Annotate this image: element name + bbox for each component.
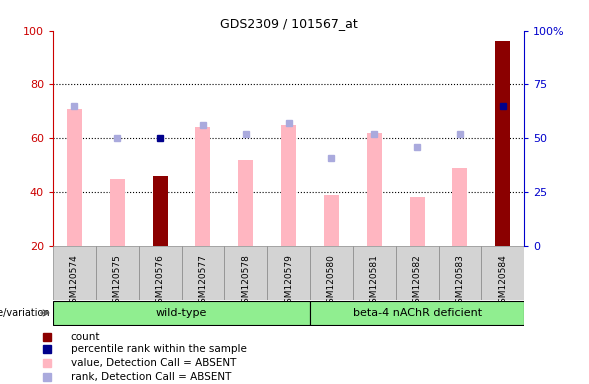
Bar: [181, 246, 224, 300]
Bar: [153, 176, 168, 246]
Bar: [495, 41, 510, 246]
Bar: [53, 246, 96, 300]
Text: GSM120583: GSM120583: [455, 254, 465, 309]
Text: rank, Detection Call = ABSENT: rank, Detection Call = ABSENT: [71, 371, 231, 382]
Text: GSM120582: GSM120582: [413, 254, 422, 309]
Bar: [224, 246, 267, 300]
Bar: [452, 168, 468, 246]
Text: beta-4 nAChR deficient: beta-4 nAChR deficient: [353, 308, 482, 318]
Bar: [409, 197, 425, 246]
Bar: [239, 160, 253, 246]
Bar: [439, 246, 481, 300]
Bar: [53, 301, 310, 325]
Text: GSM120576: GSM120576: [155, 254, 164, 309]
Bar: [324, 195, 339, 246]
Text: GSM120584: GSM120584: [498, 254, 507, 309]
Bar: [481, 246, 524, 300]
Bar: [310, 246, 353, 300]
Bar: [138, 246, 181, 300]
Text: GSM120574: GSM120574: [70, 254, 79, 309]
Text: wild-type: wild-type: [156, 308, 207, 318]
Text: GSM120579: GSM120579: [284, 254, 293, 309]
Text: percentile rank within the sample: percentile rank within the sample: [71, 344, 247, 354]
Text: count: count: [71, 332, 100, 342]
Bar: [396, 246, 439, 300]
Text: genotype/variation: genotype/variation: [0, 308, 53, 318]
Text: GSM120578: GSM120578: [241, 254, 250, 309]
Text: GSM120581: GSM120581: [370, 254, 379, 309]
Bar: [96, 246, 138, 300]
Text: GSM120575: GSM120575: [112, 254, 122, 309]
Text: value, Detection Call = ABSENT: value, Detection Call = ABSENT: [71, 358, 236, 368]
Bar: [310, 301, 524, 325]
Text: GSM120577: GSM120577: [198, 254, 207, 309]
Bar: [267, 246, 310, 300]
Bar: [367, 133, 382, 246]
Bar: [353, 246, 396, 300]
Bar: [196, 127, 210, 246]
Title: GDS2309 / 101567_at: GDS2309 / 101567_at: [220, 17, 358, 30]
Text: GSM120580: GSM120580: [327, 254, 336, 309]
Bar: [281, 125, 296, 246]
Bar: [110, 179, 125, 246]
Bar: [67, 109, 82, 246]
